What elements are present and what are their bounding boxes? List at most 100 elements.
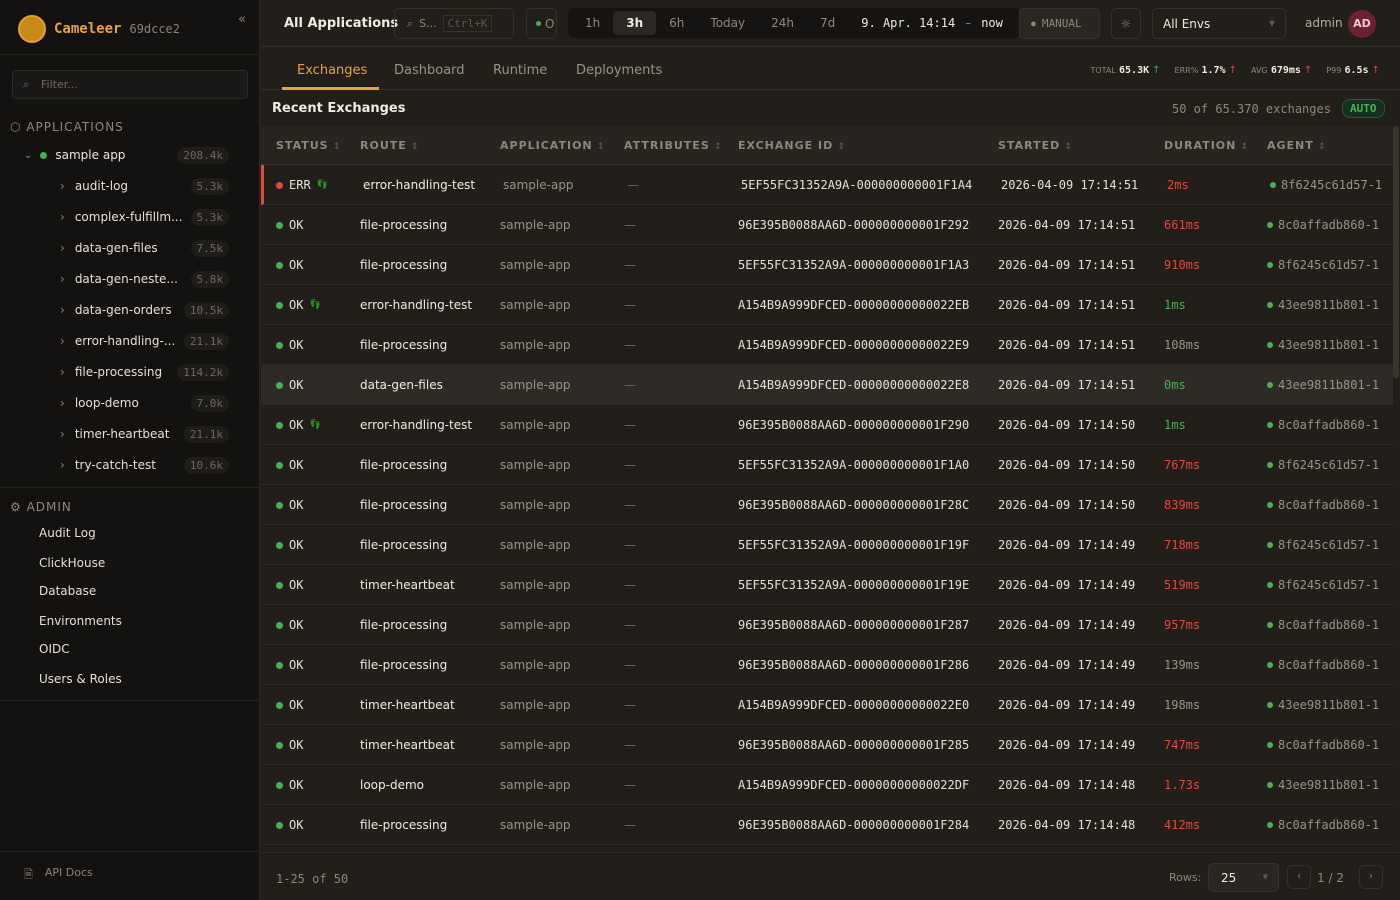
agent-cell[interactable]: 8c0affadb860-1 (1267, 498, 1379, 512)
table-row[interactable]: OK file-processing sample-app — 96E395B0088A… (261, 205, 1393, 245)
route-cell[interactable]: file-processing (360, 538, 448, 552)
admin-item[interactable]: Users & Roles (39, 672, 122, 686)
route-cell[interactable]: file-processing (360, 498, 448, 512)
time-range-1h[interactable]: 1h (585, 16, 601, 30)
exchange-id-cell[interactable]: 5EF55FC31352A9A-000000000001F19F (738, 538, 970, 552)
admin-item[interactable]: OIDC (39, 642, 70, 656)
route-item[interactable]: › audit-log 5.3k (60, 176, 229, 196)
route-cell[interactable]: data-gen-files (360, 378, 443, 392)
table-row[interactable]: OK file-processing sample-app — 96E395B0088A… (261, 605, 1393, 645)
route-item[interactable]: › timer-heartbeat 21.1k (60, 424, 229, 444)
table-row[interactable]: OK file-processing sample-app — 5EF55FC31352… (261, 245, 1393, 285)
prev-page-button[interactable]: ‹ (1287, 865, 1311, 889)
agent-cell[interactable]: 8f6245c61d57-1 (1267, 578, 1379, 592)
tab-exchanges[interactable]: Exchanges (297, 63, 368, 78)
filter-input[interactable]: ⌕ Filter... (12, 70, 248, 99)
exchange-id-cell[interactable]: A154B9A999DFCED-00000000000022E9 (738, 338, 970, 352)
agent-cell[interactable]: 8c0affadb860-1 (1267, 658, 1379, 672)
scrollbar[interactable] (1393, 126, 1399, 378)
column-header-duration[interactable]: DURATION ↕ (1164, 139, 1249, 152)
time-range-3h[interactable]: 3h (613, 11, 657, 35)
app-item-sample-app[interactable]: ⌄ sample app 208.4k (24, 146, 229, 164)
table-row[interactable]: OK file-processing sample-app — 96E395B0088A… (261, 805, 1393, 845)
agent-cell[interactable]: 8f6245c61d57-1 (1267, 538, 1379, 552)
column-header-application[interactable]: APPLICATION ↕ (500, 139, 605, 152)
route-cell[interactable]: file-processing (360, 818, 448, 832)
route-item[interactable]: › error-handling-... 21.1k (60, 331, 229, 351)
manual-refresh-button[interactable]: ● MANUAL (1019, 8, 1100, 39)
exchange-id-cell[interactable]: 96E395B0088AA6D-000000000001F287 (738, 618, 970, 632)
time-range-24h[interactable]: 24h (771, 16, 794, 30)
env-select[interactable]: All Envs ▼ (1152, 8, 1286, 39)
table-row[interactable]: OK 👣 error-handling-test sample-app — A154B9A… (261, 285, 1393, 325)
search-button[interactable]: ⌕ S... Ctrl+K (394, 8, 514, 39)
exchange-id-cell[interactable]: 96E395B0088AA6D-000000000001F290 (738, 418, 970, 432)
route-cell[interactable]: error-handling-test (360, 418, 473, 432)
route-cell[interactable]: file-processing (360, 218, 448, 232)
exchange-id-cell[interactable]: 96E395B0088AA6D-000000000001F28C (738, 498, 970, 512)
column-header-exchange-id[interactable]: EXCHANGE ID ↕ (738, 139, 846, 152)
table-row[interactable]: OK timer-heartbeat sample-app — 5EF55FC31352… (261, 565, 1393, 605)
agent-cell[interactable]: 8c0affadb860-1 (1267, 818, 1379, 832)
route-cell[interactable]: loop-demo (360, 778, 424, 792)
time-range-Today[interactable]: Today (710, 16, 746, 30)
column-header-route[interactable]: ROUTE ↕ (360, 139, 419, 152)
exchange-id-cell[interactable]: 96E395B0088AA6D-000000000001F292 (738, 218, 970, 232)
exchange-id-cell[interactable]: 5EF55FC31352A9A-000000000001F19E (738, 578, 970, 592)
table-row[interactable]: OK 👣 error-handling-test sample-app — 96E395B… (261, 405, 1393, 445)
exchange-id-cell[interactable]: 5EF55FC31352A9A-000000000001F1A4 (741, 178, 973, 192)
admin-item[interactable]: Database (39, 584, 97, 598)
route-item[interactable]: › try-catch-test 10.6k (60, 455, 229, 475)
agent-cell[interactable]: 43ee9811b801-1 (1267, 698, 1379, 712)
route-item[interactable]: › data-gen-orders 10.5k (60, 300, 229, 320)
route-cell[interactable]: file-processing (360, 458, 448, 472)
agent-cell[interactable]: 8c0affadb860-1 (1267, 738, 1379, 752)
api-docs-link[interactable]: 🗎 API Docs (24, 866, 93, 885)
collapse-sidebar-icon[interactable]: « (238, 12, 246, 27)
agent-cell[interactable]: 43ee9811b801-1 (1267, 338, 1379, 352)
agent-cell[interactable]: 43ee9811b801-1 (1267, 778, 1379, 792)
exchange-id-cell[interactable]: 96E395B0088AA6D-000000000001F285 (738, 738, 970, 752)
time-range-7d[interactable]: 7d (820, 16, 836, 30)
agent-cell[interactable]: 8c0affadb860-1 (1267, 618, 1379, 632)
exchange-id-cell[interactable]: 5EF55FC31352A9A-000000000001F1A0 (738, 458, 970, 472)
admin-item[interactable]: Environments (39, 614, 122, 628)
agent-cell[interactable]: 8c0affadb860-1 (1267, 218, 1379, 232)
range-to[interactable]: now (981, 16, 1003, 30)
route-cell[interactable]: error-handling-test (363, 178, 476, 192)
route-item[interactable]: › complex-fulfillm... 5.3k (60, 207, 229, 227)
tab-dashboard[interactable]: Dashboard (394, 63, 465, 78)
admin-item[interactable]: ClickHouse (39, 556, 106, 570)
table-row[interactable]: OK timer-heartbeat sample-app — 96E395B0088A… (261, 725, 1393, 765)
admin-item[interactable]: Audit Log (39, 526, 96, 540)
table-row[interactable]: OK file-processing sample-app — 5EF55FC31352… (261, 525, 1393, 565)
table-row[interactable]: OK file-processing sample-app — 96E395B0088A… (261, 645, 1393, 685)
agent-cell[interactable]: 43ee9811b801-1 (1267, 378, 1379, 392)
table-row[interactable]: OK file-processing sample-app — 5EF55FC31352… (261, 445, 1393, 485)
theme-toggle[interactable]: ☼ (1111, 8, 1141, 39)
column-header-agent[interactable]: AGENT ↕ (1267, 139, 1326, 152)
exchange-id-cell[interactable]: 96E395B0088AA6D-000000000001F284 (738, 818, 970, 832)
tab-deployments[interactable]: Deployments (576, 63, 663, 78)
route-cell[interactable]: file-processing (360, 258, 448, 272)
exchange-id-cell[interactable]: A154B9A999DFCED-00000000000022E8 (738, 378, 970, 392)
time-range-6h[interactable]: 6h (669, 16, 685, 30)
range-from[interactable]: 9. Apr. 14:14 (861, 16, 956, 30)
table-row[interactable]: OK file-processing sample-app — A154B9A999DF… (261, 325, 1393, 365)
avatar[interactable]: AD (1348, 10, 1376, 38)
exchange-id-cell[interactable]: 96E395B0088AA6D-000000000001F286 (738, 658, 970, 672)
route-cell[interactable]: file-processing (360, 658, 448, 672)
table-row[interactable]: OK file-processing sample-app — 96E395B0088A… (261, 485, 1393, 525)
agent-cell[interactable]: 8f6245c61d57-1 (1267, 258, 1379, 272)
table-row[interactable]: ERR 👣 error-handling-test sample-app — 5EF55F… (261, 165, 1393, 205)
agent-cell[interactable]: 43ee9811b801-1 (1267, 298, 1379, 312)
rows-per-page-select[interactable]: 25 ▼ (1208, 863, 1279, 892)
route-cell[interactable]: timer-heartbeat (360, 698, 455, 712)
table-row[interactable]: OK timer-heartbeat sample-app — A154B9A999DF… (261, 685, 1393, 725)
route-item[interactable]: › loop-demo 7.0k (60, 393, 229, 413)
agent-cell[interactable]: 8c0affadb860-1 (1267, 418, 1379, 432)
tab-runtime[interactable]: Runtime (493, 63, 548, 78)
agent-cell[interactable]: 8f6245c61d57-1 (1267, 458, 1379, 472)
route-cell[interactable]: timer-heartbeat (360, 738, 455, 752)
next-page-button[interactable]: › (1359, 865, 1383, 889)
